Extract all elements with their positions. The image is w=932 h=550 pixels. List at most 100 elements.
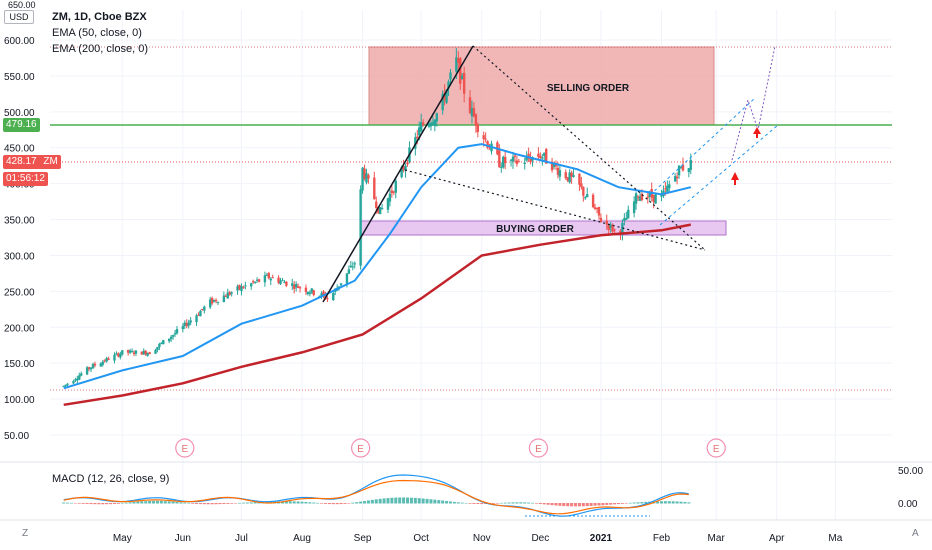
candle-body [80,373,83,376]
macd-hist-bar [382,498,386,504]
macd-hist-bar [433,499,437,504]
macd-hist-bar [577,503,581,507]
candle-body [449,72,452,80]
zoom-button[interactable]: Z [22,528,29,539]
candle-body [621,222,624,235]
candle-body [269,278,272,281]
macd-hist-bar [218,503,222,505]
macd-hist-bar [409,497,413,504]
candle-body [87,367,91,369]
candle-body [263,275,267,283]
earnings-marker [175,438,195,458]
macd-hist-bar [441,500,445,504]
candle-body [322,291,325,296]
macd-hist-bar [109,503,113,505]
macd-hist-bar [230,503,234,504]
macd-hist-bar [675,501,679,504]
macd-hist-bar [456,502,460,504]
candle-body [171,335,175,337]
candle-body [214,299,218,302]
ticker-tag: ZM [43,156,58,167]
macd-hist-bar [93,503,97,505]
last-price-label: 428.17 ZM [3,155,61,169]
candle-body [609,224,612,228]
ema50-legend[interactable]: EMA (50, close, 0) [52,27,142,39]
ema200-legend[interactable]: EMA (200, close, 0) [52,43,148,55]
selling-order-zone [368,46,715,126]
candle-body [238,284,241,290]
earnings-marker [351,438,371,458]
macd-hist-bar [120,502,124,504]
macd-tick-50: 50.00 [898,466,923,477]
candle-body [523,162,526,165]
macd-hist-bar [542,503,546,505]
candle-body [199,310,202,317]
x-axis: May Jun Jul Aug Sep Oct Nov Dec 2021 Feb Mar Apr Ma [113,533,843,544]
candle-body [462,72,466,94]
candle-body [226,292,229,299]
candle-body [216,301,220,303]
candle-body [599,217,603,222]
macd-hist-bar [667,501,671,504]
candle-body [648,192,651,198]
macd-hist-bar [351,502,355,504]
candle-body [265,274,269,276]
currency-button[interactable]: USD [4,10,34,24]
macd-hist-bar [339,503,343,505]
x-tick-label: Dec [531,533,549,544]
macd-hist-bar [605,503,609,505]
macd-hist-bar [124,502,128,504]
candle-body [271,277,274,279]
macd-hist-bar [163,501,167,504]
candle-body [242,287,245,289]
candle-body [677,165,681,176]
candle-body [78,375,81,380]
y-tick-label: 600.00 [4,36,35,47]
x-tick-label: May [113,533,132,544]
auto-scale-button[interactable]: A [912,528,919,539]
macd-hist-bar [308,502,312,504]
macd-legend[interactable]: MACD (12, 26, close, 9) [52,473,170,485]
candle-body [134,350,138,354]
candle-body [93,363,97,366]
candle-body [167,338,171,342]
candle-body [173,333,177,335]
candle-body [222,295,226,302]
earnings-marker-label: E [181,444,188,455]
candle-body [386,198,390,210]
macd-hist-bar [632,502,636,504]
macd-hist-bar [593,503,597,506]
y-tick-label: 250.00 [4,287,35,298]
macd-hist-bar [222,503,226,504]
macd-hist-bar [562,503,566,507]
symbol-title[interactable]: ZM, 1D, Cboe BZX [52,11,147,23]
macd-hist-bar [620,503,624,504]
candle-body [654,194,657,204]
candle-body [195,315,198,323]
arrow-up-marker-1 [731,172,739,180]
candle-body [332,293,335,300]
candle-body [511,156,515,162]
candle-body [312,290,315,295]
candle-body [64,384,67,387]
macd-hist-bar [288,501,292,504]
macd-hist-bar [476,503,480,505]
candle-body [476,124,480,133]
candle-body [121,350,124,355]
candle-body [470,107,474,117]
candle-body [595,208,599,210]
macd-hist-bar [656,501,660,504]
y-tick-label: 450.00 [4,144,35,155]
macd-hist-bar [503,502,507,504]
candle-body [367,175,370,179]
candle-body [646,196,650,198]
macd-hist-bar [132,502,136,504]
candle-body [636,196,640,198]
candle-body [380,208,384,210]
candle-body [296,286,300,288]
x-tick-label: Feb [653,533,671,544]
candle-body [99,363,102,367]
candle-body [132,352,136,355]
candle-body [363,168,366,179]
